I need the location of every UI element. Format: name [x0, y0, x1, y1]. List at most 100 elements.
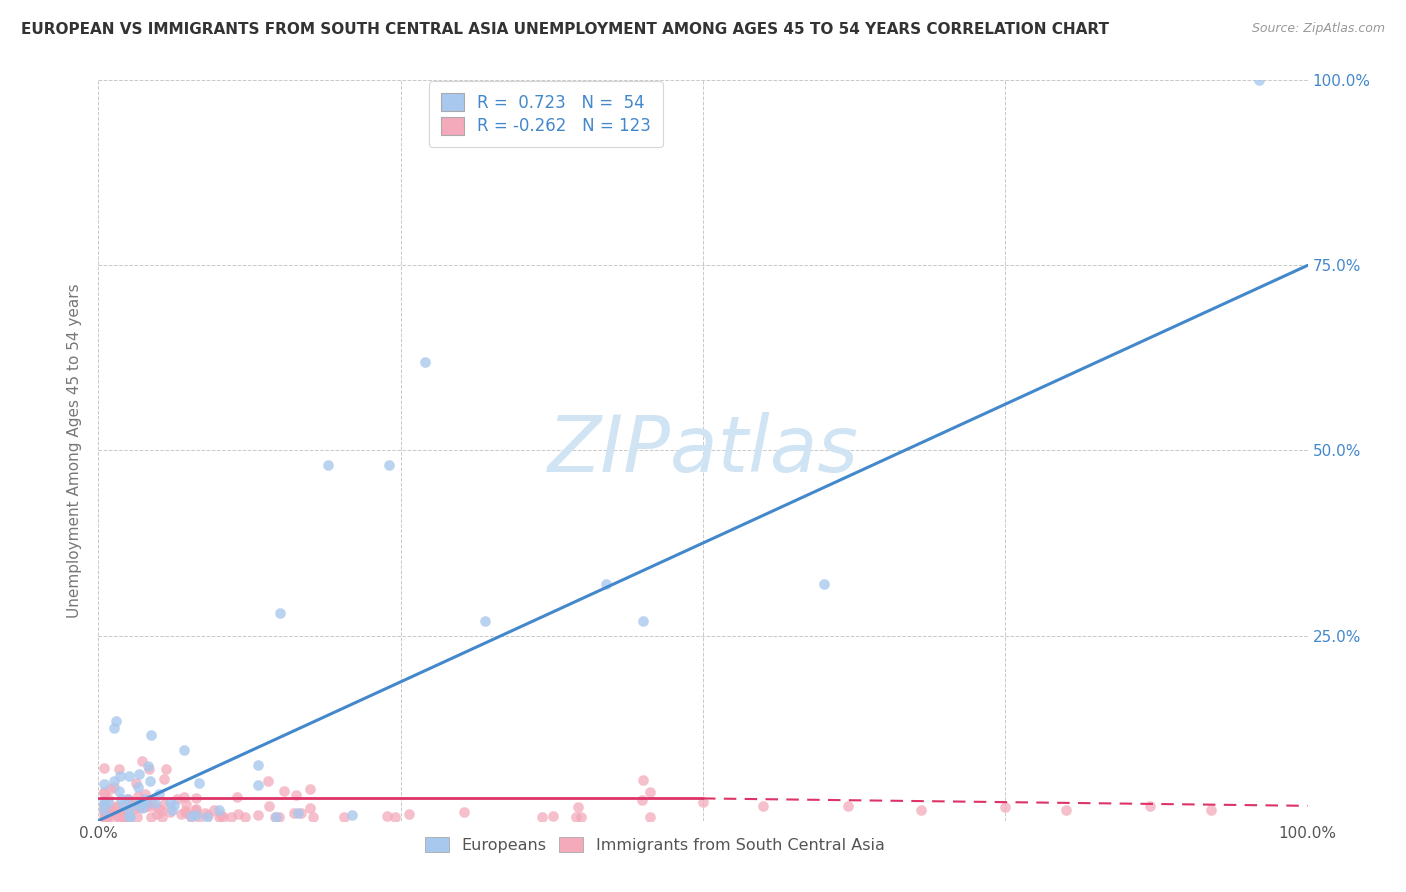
Point: [375, 808, 398, 822]
Point: [131, 755, 153, 769]
Point: [118, 802, 141, 816]
Point: [453, 805, 475, 819]
Point: [752, 798, 775, 813]
Point: [1054, 803, 1077, 817]
Point: [93, 796, 115, 810]
Point: [96, 810, 118, 824]
Point: [93, 784, 115, 798]
Point: [631, 793, 654, 807]
Point: [195, 810, 218, 824]
Point: [136, 759, 159, 773]
Point: [93, 797, 115, 812]
Point: [316, 458, 339, 473]
Point: [173, 789, 195, 804]
Point: [97, 791, 120, 805]
Point: [994, 800, 1017, 814]
Point: [142, 797, 165, 811]
Point: [541, 809, 564, 823]
Point: [266, 810, 288, 824]
Point: [93, 761, 115, 775]
Point: [104, 714, 127, 729]
Point: [333, 810, 356, 824]
Point: [138, 762, 160, 776]
Point: [97, 804, 120, 818]
Text: ZIPatlas: ZIPatlas: [547, 412, 859, 489]
Point: [100, 810, 122, 824]
Point: [159, 796, 181, 810]
Point: [692, 795, 714, 809]
Point: [93, 798, 115, 813]
Point: [226, 789, 249, 804]
Point: [118, 810, 141, 824]
Point: [139, 799, 162, 814]
Point: [121, 795, 143, 809]
Point: [184, 808, 207, 822]
Point: [114, 804, 136, 818]
Point: [174, 797, 197, 812]
Point: [93, 777, 115, 791]
Point: [159, 805, 181, 819]
Point: [97, 795, 120, 809]
Text: EUROPEAN VS IMMIGRANTS FROM SOUTH CENTRAL ASIA UNEMPLOYMENT AMONG AGES 45 TO 54 : EUROPEAN VS IMMIGRANTS FROM SOUTH CENTRA…: [21, 22, 1109, 37]
Point: [565, 810, 588, 824]
Point: [127, 780, 149, 794]
Point: [134, 800, 156, 814]
Point: [138, 797, 160, 811]
Point: [129, 795, 152, 809]
Point: [134, 797, 156, 812]
Point: [298, 782, 321, 797]
Point: [149, 804, 172, 818]
Point: [131, 801, 153, 815]
Point: [110, 791, 132, 805]
Point: [153, 797, 176, 812]
Point: [342, 807, 364, 822]
Point: [212, 810, 235, 824]
Point: [837, 798, 859, 813]
Point: [124, 800, 146, 814]
Point: [117, 810, 139, 824]
Text: Source: ZipAtlas.com: Source: ZipAtlas.com: [1251, 22, 1385, 36]
Y-axis label: Unemployment Among Ages 45 to 54 years: Unemployment Among Ages 45 to 54 years: [67, 283, 83, 618]
Point: [118, 769, 141, 783]
Point: [183, 803, 205, 817]
Point: [398, 806, 420, 821]
Point: [264, 810, 287, 824]
Point: [910, 803, 932, 817]
Point: [1249, 73, 1271, 87]
Point: [125, 776, 148, 790]
Point: [125, 797, 148, 812]
Point: [638, 785, 661, 799]
Point: [160, 803, 183, 817]
Point: [247, 807, 270, 822]
Point: [569, 810, 592, 824]
Point: [197, 808, 219, 822]
Point: [180, 810, 202, 824]
Point: [208, 810, 231, 824]
Point: [139, 773, 162, 788]
Point: [94, 810, 117, 824]
Point: [129, 799, 152, 814]
Legend: Europeans, Immigrants from South Central Asia: Europeans, Immigrants from South Central…: [416, 829, 893, 861]
Point: [631, 614, 654, 628]
Point: [173, 805, 195, 819]
Point: [94, 810, 117, 824]
Point: [103, 780, 125, 794]
Point: [163, 797, 186, 812]
Point: [299, 800, 322, 814]
Point: [125, 810, 148, 824]
Point: [118, 793, 141, 807]
Point: [174, 805, 197, 820]
Point: [188, 776, 211, 790]
Point: [285, 789, 308, 803]
Point: [103, 722, 125, 736]
Point: [114, 810, 136, 824]
Point: [567, 799, 589, 814]
Point: [173, 743, 195, 757]
Point: [108, 810, 131, 824]
Point: [188, 810, 211, 824]
Point: [105, 806, 128, 821]
Point: [180, 809, 202, 823]
Point: [226, 807, 249, 822]
Point: [209, 807, 232, 822]
Point: [377, 458, 399, 473]
